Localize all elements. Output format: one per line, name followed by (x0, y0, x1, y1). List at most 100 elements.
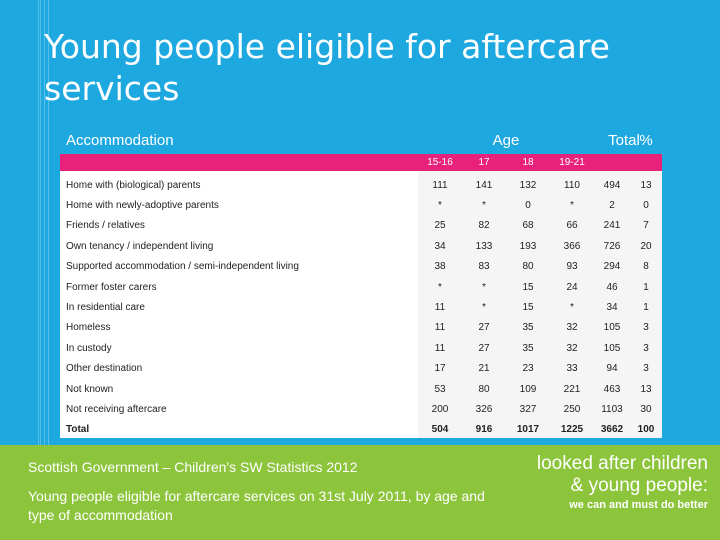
cell-percent: 3 (643, 363, 649, 375)
cell-18: 68 (522, 220, 534, 232)
cell-15-16: * (438, 281, 442, 293)
age-group-17: 17 (478, 157, 490, 168)
campaign-logo: looked after children & young people: we… (508, 453, 708, 513)
cell-total: 94 (606, 363, 618, 375)
row-label: Supported accommodation / semi-independe… (66, 261, 299, 273)
logo-line-3: we can and must do better (569, 499, 708, 511)
cell-19-21: 32 (566, 322, 578, 334)
cell-percent: 3 (643, 342, 649, 354)
cell-18: 15 (522, 302, 534, 314)
cell-19-21: 366 (563, 240, 581, 252)
cell-19-21: 1225 (560, 424, 584, 436)
cell-total: 726 (603, 240, 621, 252)
cell-total: 3662 (600, 424, 624, 436)
cell-17: 916 (475, 424, 493, 436)
age-group-row: 15-16 17 18 19-21 (60, 154, 662, 171)
cell-17: 27 (478, 342, 490, 354)
header-total: Total (608, 131, 640, 149)
cell-15-16: 38 (434, 261, 446, 273)
table-row: Homeless 11 27 35 32 105 3 (60, 318, 662, 338)
table-row: Not known 53 80 109 221 463 13 (60, 379, 662, 399)
cell-percent: 100 (637, 424, 655, 436)
row-label: Former foster carers (66, 281, 157, 293)
cell-total: 1103 (601, 404, 623, 416)
cell-18: 23 (522, 363, 534, 375)
cell-18: 15 (522, 281, 534, 293)
cell-18: 0 (525, 200, 531, 212)
cell-15-16: 25 (434, 220, 446, 232)
row-label: Homeless (66, 322, 111, 334)
cell-total: 2 (609, 200, 615, 212)
cell-17: * (482, 281, 486, 293)
header-accommodation: Accommodation (66, 131, 174, 149)
row-label: In custody (66, 342, 112, 354)
cell-17: * (482, 200, 486, 212)
logo-line-1: looked after children (536, 453, 708, 474)
cell-17: 141 (475, 179, 493, 191)
cell-percent: 0 (643, 200, 649, 212)
age-group-18: 18 (522, 157, 534, 168)
cell-total: 463 (603, 383, 621, 395)
table-row: Other destination 17 21 23 33 94 3 (60, 359, 662, 379)
cell-15-16: 17 (434, 363, 446, 375)
cell-19-21: 110 (564, 179, 580, 191)
table-row: Supported accommodation / semi-independe… (60, 257, 662, 277)
cell-percent: 3 (643, 322, 649, 334)
cell-percent: 13 (640, 179, 652, 191)
table-row: Friends / relatives 25 82 68 66 241 7 (60, 216, 662, 236)
cell-19-21: 221 (563, 383, 581, 395)
cell-19-21: 33 (566, 363, 578, 375)
row-label: Total (66, 424, 90, 436)
cell-18: 193 (519, 240, 537, 252)
table-row: Own tenancy / independent living 34 133 193… (60, 236, 662, 256)
cell-19-21: 66 (566, 220, 578, 232)
cell-15-16: 200 (431, 404, 449, 416)
cell-percent: 13 (640, 383, 652, 395)
cell-15-16: 11 (434, 342, 446, 354)
cell-19-21: * (570, 302, 574, 314)
row-label: Not known (66, 383, 114, 395)
cell-15-16: 34 (434, 240, 446, 252)
row-label: In residential care (66, 302, 145, 314)
cell-17: 27 (478, 322, 490, 334)
cell-total: 46 (606, 281, 618, 293)
source-text: Scottish Government – Children's SW Stat… (28, 459, 358, 475)
row-label: Friends / relatives (66, 220, 145, 232)
logo-line-2: & young people: (570, 475, 708, 496)
caption-text: Young people eligible for aftercare serv… (28, 488, 485, 523)
cell-17: 83 (478, 261, 490, 273)
row-label: Other destination (66, 363, 143, 375)
cell-18: 132 (519, 179, 537, 191)
numeric-band (418, 171, 662, 438)
cell-19-21: * (570, 200, 574, 212)
cell-percent: 30 (640, 404, 652, 416)
cell-percent: 20 (640, 240, 652, 252)
cell-15-16: 11 (434, 322, 446, 334)
cell-total: 241 (603, 220, 621, 232)
table-row: Former foster carers * * 15 24 46 1 (60, 277, 662, 297)
age-group-15-16: 15-16 (427, 157, 453, 168)
table-row: Home with (biological) parents 111 141 132 1… (60, 175, 662, 195)
cell-percent: 1 (643, 281, 649, 293)
cell-19-21: 93 (566, 261, 578, 273)
table-row: In custody 11 27 35 32 105 3 (60, 338, 662, 358)
age-group-19-21: 19-21 (559, 157, 585, 168)
cell-18: 80 (522, 261, 534, 273)
row-label: Not receiving aftercare (66, 404, 167, 416)
cell-18: 1017 (516, 424, 540, 436)
row-label: Home with newly-adoptive parents (66, 200, 219, 212)
header-age: Age (492, 131, 520, 149)
table-row: Home with newly-adoptive parents * * 0 * 2 0 (60, 195, 662, 215)
cell-15-16: 53 (434, 383, 446, 395)
cell-total: 105 (603, 322, 621, 334)
cell-19-21: 24 (566, 281, 578, 293)
cell-17: 82 (478, 220, 490, 232)
row-label: Home with (biological) parents (66, 179, 201, 191)
cell-19-21: 250 (563, 404, 581, 416)
footer-banner: Scottish Government – Children's SW Stat… (0, 445, 720, 540)
table-row: In residential care 11 * 15 * 34 1 (60, 297, 662, 317)
cell-total: 34 (606, 302, 618, 314)
cell-percent: 1 (643, 302, 649, 314)
cell-percent: 8 (643, 261, 649, 273)
cell-percent: 7 (643, 220, 649, 232)
